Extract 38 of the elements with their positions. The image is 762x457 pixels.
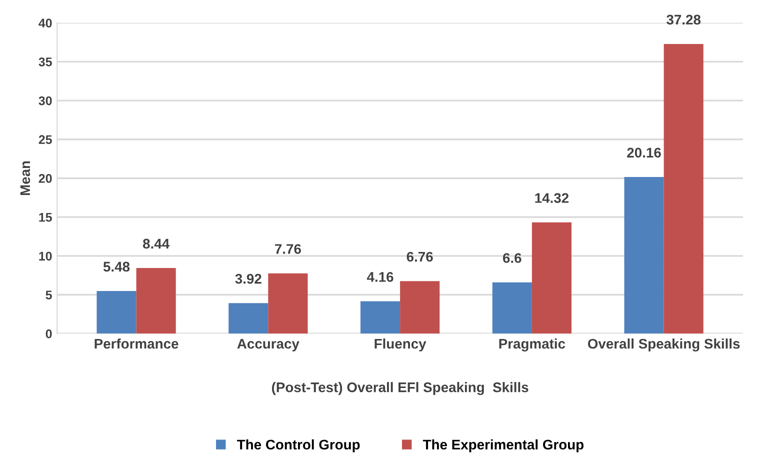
y-tick-label: 25 xyxy=(38,135,52,144)
x-tick-label: Pragmatic xyxy=(499,338,566,352)
data-label: 14.32 xyxy=(535,193,569,203)
x-axis-title: (Post-Test) Overall EFl Speaking Skills xyxy=(272,382,528,396)
bar xyxy=(228,303,268,334)
x-tick-label: Overall Speaking Skills xyxy=(588,338,740,352)
data-label: 4.16 xyxy=(366,272,394,282)
y-tick-label: 5 xyxy=(46,290,52,300)
data-label: 7.76 xyxy=(275,244,301,254)
x-tick-label: Fluency xyxy=(374,338,426,352)
bar xyxy=(400,281,440,334)
x-tick-label: Accuracy xyxy=(237,338,300,352)
y-tick-label: 40 xyxy=(38,18,52,28)
data-label: 8.44 xyxy=(142,238,170,249)
bar xyxy=(532,222,572,334)
bar xyxy=(664,44,704,334)
data-label: 37.28 xyxy=(666,14,701,25)
y-tick-label: 15 xyxy=(39,213,52,222)
data-label: 6.6 xyxy=(503,253,522,263)
legend-label: The Experimental Group xyxy=(422,439,584,452)
bar xyxy=(136,268,176,334)
data-label: 6.76 xyxy=(406,252,433,262)
y-tick-label: 35 xyxy=(38,57,52,66)
data-label: 3.92 xyxy=(235,274,262,284)
legend-label: The Control Group xyxy=(237,439,360,452)
bar xyxy=(492,282,532,334)
y-tick-label: 30 xyxy=(38,96,52,106)
bar xyxy=(360,301,400,334)
x-tick-label: Performance xyxy=(94,338,178,349)
bar xyxy=(268,273,308,334)
data-label: 5.48 xyxy=(103,262,130,272)
y-tick-label: 10 xyxy=(39,252,52,261)
bar xyxy=(96,291,136,334)
bar xyxy=(624,176,664,334)
data-label: 20.16 xyxy=(627,148,661,158)
y-tick-label: 20 xyxy=(38,174,52,183)
y-tick-label: 0 xyxy=(46,329,52,338)
y-axis-title: Mean xyxy=(20,161,30,196)
